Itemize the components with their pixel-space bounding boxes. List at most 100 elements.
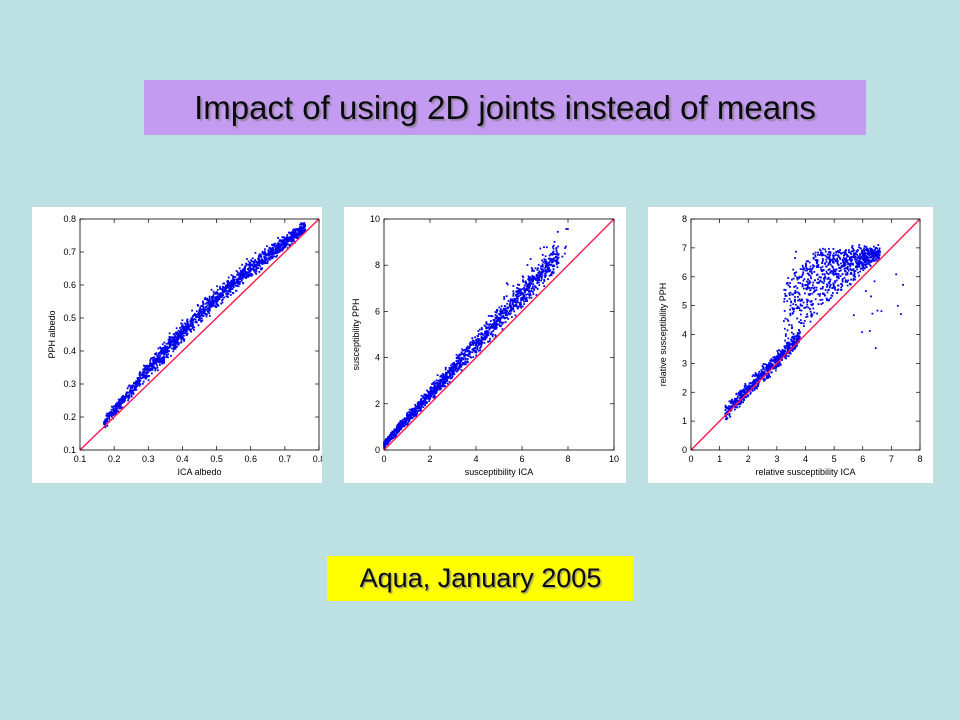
scatter-point — [439, 378, 442, 381]
scatter-point — [843, 261, 846, 264]
scatter-point — [764, 366, 767, 369]
scatter-point — [174, 342, 177, 345]
scatter-point — [279, 243, 282, 246]
scatter-point — [792, 303, 795, 306]
scatter-point — [809, 308, 811, 310]
scatter-point — [858, 246, 860, 249]
scatter-point — [545, 274, 547, 277]
scatter-point — [393, 430, 396, 433]
scatter-point — [811, 314, 814, 317]
scatter-point — [765, 368, 768, 370]
scatter-point — [552, 260, 554, 263]
scatter-point — [225, 284, 228, 287]
scatter-point — [826, 291, 829, 294]
scatter-point — [263, 256, 266, 259]
scatter-point — [480, 332, 483, 334]
scatter-point — [448, 368, 451, 371]
scatter-point — [291, 231, 294, 233]
scatter-point — [484, 337, 487, 340]
scatter-point — [865, 249, 867, 252]
scatter-point — [219, 295, 222, 298]
scatter-point — [407, 419, 410, 422]
scatter-point — [276, 250, 279, 253]
scatter-point — [143, 364, 145, 367]
scatter-point — [811, 272, 813, 275]
scatter-point — [794, 340, 797, 343]
scatter-point — [847, 255, 850, 258]
scatter-point — [180, 338, 183, 341]
scatter-point — [831, 294, 834, 297]
scatter-point — [487, 314, 490, 317]
scatter-point — [289, 236, 291, 239]
scatter-point — [138, 381, 141, 384]
scatter-point — [781, 353, 783, 355]
scatter-point — [736, 397, 739, 400]
scatter-point — [142, 374, 145, 377]
scatter-point — [788, 346, 791, 348]
chart-relative-susceptibility: 0 1 2 3 4 5 6 7 8 0 1 2 3 4 5 6 7 8 relative susceptibilit… — [648, 207, 933, 483]
scatter-point — [230, 282, 232, 285]
scatter-point — [479, 333, 482, 336]
scatter-point — [833, 254, 836, 257]
scatter-point — [801, 283, 804, 285]
scatter-point — [156, 364, 159, 367]
scatter-point — [507, 300, 510, 302]
scatter-point — [857, 260, 860, 262]
scatter-point — [225, 292, 228, 295]
scatter-point — [870, 255, 873, 258]
scatter-point — [437, 382, 440, 385]
scatter-point — [201, 313, 203, 316]
scatter-point — [148, 362, 151, 365]
scatter-point — [733, 408, 736, 411]
scatter-point — [444, 381, 447, 384]
scatter-point — [769, 365, 772, 368]
scatter-point — [183, 340, 185, 342]
scatter-point — [416, 412, 419, 415]
scatter-point — [827, 247, 830, 250]
scatter-point — [844, 251, 847, 254]
scatter-point — [147, 379, 150, 382]
scatter-point — [529, 285, 531, 288]
scatter-point — [257, 259, 260, 261]
scatter-point — [433, 384, 436, 387]
scatter-point — [472, 347, 475, 350]
scatter-point — [154, 357, 157, 360]
scatter-point — [753, 380, 756, 383]
scatter-point — [281, 247, 284, 249]
scatter-point — [105, 420, 108, 423]
scatter-point — [118, 401, 121, 404]
scatter-point — [823, 277, 826, 280]
scatter-point — [197, 319, 200, 322]
scatter-point — [515, 295, 518, 298]
scatter-point — [529, 282, 532, 285]
scatter-point — [566, 228, 569, 231]
scatter-point — [179, 334, 182, 336]
scatter-point — [210, 298, 213, 301]
scatter-point — [175, 338, 177, 341]
scatter-point — [182, 336, 184, 339]
scatter-point — [518, 284, 521, 286]
scatter-point — [444, 366, 447, 369]
scatter-point — [814, 255, 817, 258]
scatter-point — [421, 403, 423, 406]
scatter-point — [180, 335, 182, 338]
scatter-point — [197, 324, 200, 327]
scatter-point — [130, 394, 133, 397]
scatter-point — [756, 377, 759, 379]
scatter-point — [258, 264, 261, 266]
scatter-point — [805, 316, 808, 319]
scatter-point — [140, 374, 143, 377]
scatter-point — [253, 269, 255, 272]
scatter-point — [837, 256, 840, 258]
scatter-point — [465, 348, 467, 351]
scatter-point — [227, 286, 230, 289]
scatter-point — [115, 403, 117, 406]
scatter-point — [139, 379, 142, 382]
scatter-point — [208, 303, 211, 306]
scatter-point — [265, 257, 268, 260]
scatter-point — [855, 265, 858, 267]
scatter-point — [852, 277, 855, 280]
scatter-point — [866, 253, 869, 256]
scatter-point — [500, 321, 503, 324]
scatter-point — [518, 291, 520, 294]
